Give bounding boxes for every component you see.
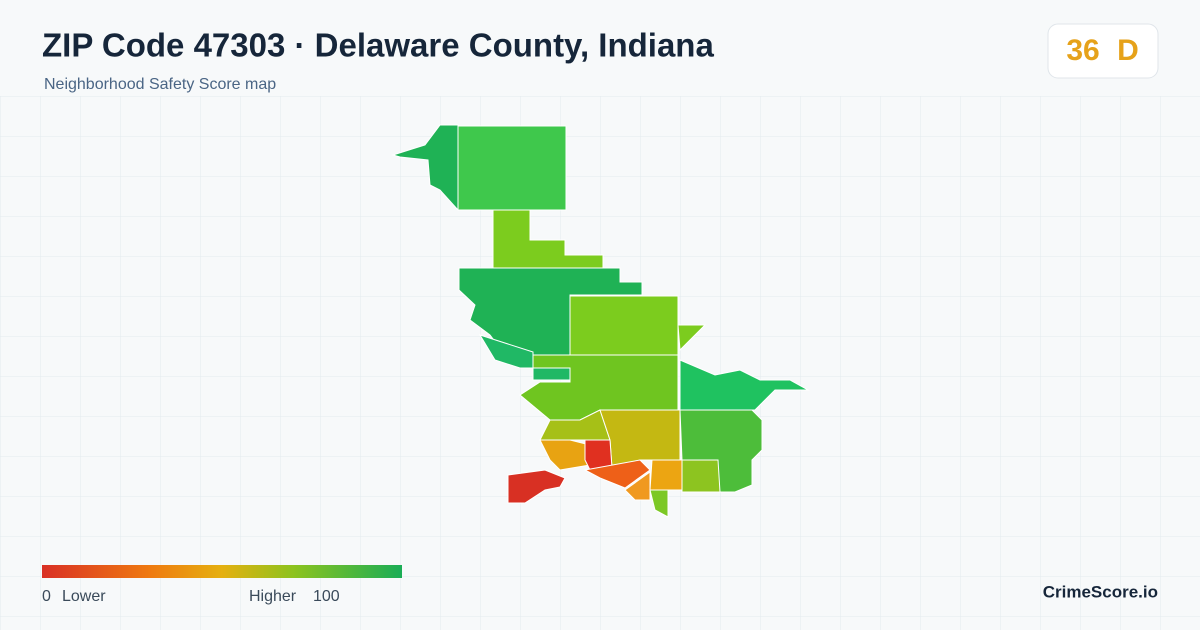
legend-min: 0: [42, 588, 51, 605]
title: ZIP Code 47303 · Delaware County, Indian…: [42, 27, 714, 64]
area: [457, 125, 567, 211]
area: [519, 354, 679, 421]
area: [649, 489, 669, 518]
score-grade: D: [1117, 34, 1139, 67]
area: [649, 459, 683, 491]
area: [583, 459, 651, 489]
legend-max-label: Higher: [249, 588, 297, 605]
score-badge: [1047, 23, 1159, 79]
area: [569, 295, 679, 356]
area: [677, 324, 707, 352]
area: [624, 471, 651, 501]
area: [507, 469, 566, 504]
legend-max: 100: [313, 588, 340, 605]
subtitle: Neighborhood Safety Score map: [44, 76, 276, 93]
brand: CrimeScore.io: [1043, 582, 1158, 601]
score-value: 36: [1066, 34, 1099, 67]
area: [681, 459, 721, 493]
legend-min-label: Lower: [62, 588, 106, 605]
area: [599, 409, 681, 469]
area: [391, 124, 459, 212]
legend-gradient: [42, 565, 402, 578]
map: [391, 124, 810, 518]
